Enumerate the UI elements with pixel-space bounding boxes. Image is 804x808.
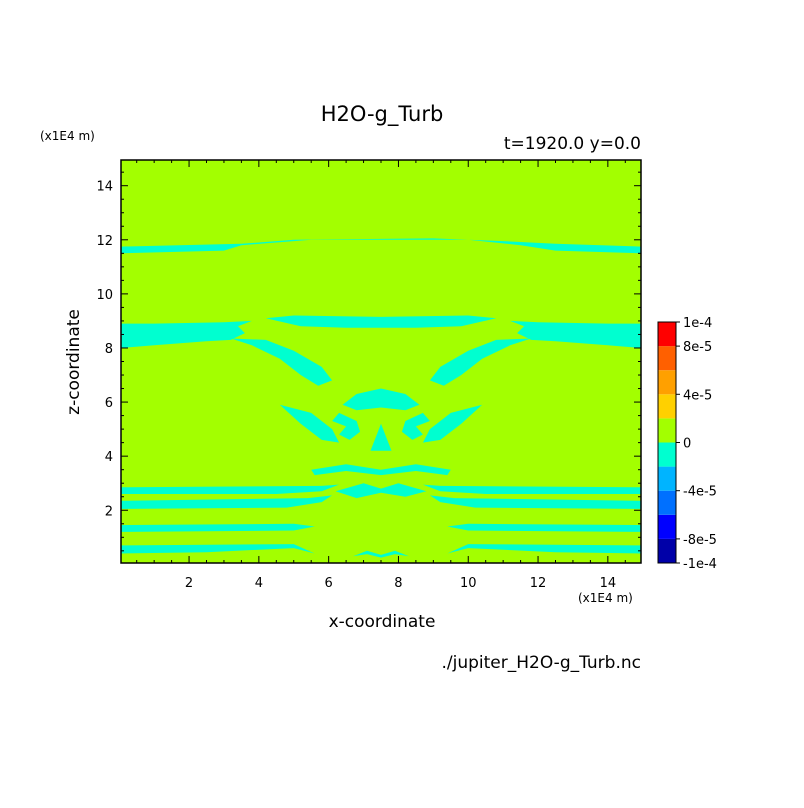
region-arch-top	[265, 315, 497, 328]
region-bottom-arcs	[353, 550, 409, 558]
region-band-2.2-right	[429, 495, 641, 509]
colorbar-swatch	[658, 370, 676, 395]
y-tick-label: 2	[105, 504, 113, 519]
x-unit-label: (x1E4 m)	[578, 591, 633, 605]
colorbar-label: 1e-4	[683, 316, 712, 331]
colorbar: 1e-4 8e-5 4e-5 0 -4e-5 -8e-5 -1e-4	[657, 316, 717, 572]
region-band-8.5	[121, 320, 252, 348]
y-tick-label: 10	[96, 288, 113, 303]
region-band-0.5	[121, 544, 315, 554]
region-hook-left	[332, 412, 361, 440]
x-axis: 2 4 6 8 10 12 14	[136, 160, 626, 591]
region-arm-left	[230, 338, 333, 386]
region-band-2.2	[121, 495, 333, 509]
y-tick-label: 6	[105, 396, 113, 411]
chart-title: H2O-g_Turb	[321, 102, 444, 127]
colorbar-swatch	[658, 346, 676, 371]
x-tick-label: 14	[600, 576, 617, 591]
colorbar-swatch	[658, 490, 676, 515]
region-hook-right	[401, 412, 430, 440]
colorbar-swatch	[658, 442, 676, 467]
y-tick-label: 8	[105, 342, 113, 357]
plot-area: 2 4 6 8 10 12 14 2 4 6 8 10 12 14	[96, 159, 642, 591]
region-wing-left	[279, 404, 340, 443]
colorbar-label: -4e-5	[683, 485, 717, 500]
y-axis-label: z-coordinate	[64, 309, 84, 415]
colorbar-swatch	[658, 538, 676, 563]
colorbar-swatch	[658, 394, 676, 419]
region-band-0.5-right	[447, 544, 641, 554]
x-tick-label: 4	[255, 576, 263, 591]
negative-regions	[121, 238, 641, 558]
y-tick-label: 4	[105, 450, 113, 465]
region-band-2.7	[121, 484, 340, 494]
y-unit-label: (x1E4 m)	[40, 129, 95, 143]
colorbar-label: 4e-5	[683, 388, 712, 403]
colorbar-swatch	[658, 418, 676, 443]
x-tick-label: 2	[185, 576, 193, 591]
chart-subtitle: t=1920.0 y=0.0	[504, 134, 641, 154]
region-band-11.7	[121, 238, 641, 254]
x-tick-label: 6	[325, 576, 333, 591]
colorbar-label: -8e-5	[683, 533, 717, 548]
region-spike-center	[370, 423, 392, 451]
region-wing-right	[422, 404, 483, 443]
y-tick-label: 12	[96, 234, 113, 249]
y-tick-label: 14	[96, 180, 113, 195]
colorbar-label: 0	[683, 437, 691, 452]
x-axis-label: x-coordinate	[329, 612, 436, 632]
region-band-1.3	[121, 523, 315, 532]
colorbar-swatch	[658, 514, 676, 539]
region-arm-right	[429, 338, 532, 386]
region-wave-3.5	[311, 464, 451, 476]
region-cap-center	[342, 388, 420, 411]
source-file-label: ./jupiter_H2O-g_Turb.nc	[441, 653, 641, 673]
x-tick-label: 12	[530, 576, 547, 591]
region-swirl-center	[335, 483, 427, 499]
plot-background	[121, 160, 641, 563]
region-band-1.3-right	[447, 523, 641, 532]
colorbar-swatch	[658, 322, 676, 347]
y-axis: 2 4 6 8 10 12 14	[96, 171, 641, 552]
colorbar-label: -1e-4	[683, 557, 717, 572]
region-band-8.5-right	[510, 320, 641, 348]
x-tick-label: 8	[394, 576, 402, 591]
region-band-2.7-right	[422, 484, 641, 494]
x-tick-label: 10	[460, 576, 477, 591]
colorbar-label: 8e-5	[683, 340, 712, 355]
colorbar-swatch	[658, 466, 676, 491]
